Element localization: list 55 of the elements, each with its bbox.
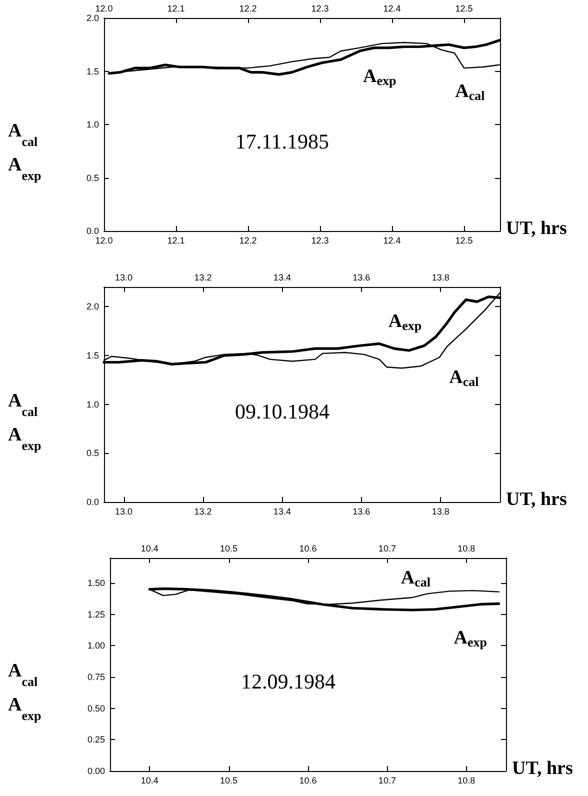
y-tick-label: 0.25 xyxy=(87,734,105,745)
x2-tick-label: 12.2 xyxy=(239,4,257,14)
y-tick-label: 1.50 xyxy=(87,578,105,588)
y-tick-label: 1.25 xyxy=(87,609,105,620)
y-tick-label: 0.00 xyxy=(87,766,105,776)
y-tick-label: 1.0 xyxy=(86,120,99,130)
x2-tick-label: 12.1 xyxy=(167,4,185,14)
x2-tick-label: 13.4 xyxy=(273,272,291,282)
x-tick-label: 10.4 xyxy=(140,776,158,786)
y-tick-label: 0.75 xyxy=(87,672,105,682)
x-tick-label: 13.8 xyxy=(432,506,450,516)
y-tick-label: 0.0 xyxy=(86,226,99,236)
y-tick-label: 0.5 xyxy=(86,448,99,458)
y-tick-label: 2.0 xyxy=(86,302,99,312)
x-tick-label: 10.6 xyxy=(299,776,317,786)
x2-tick-label: 10.8 xyxy=(458,544,476,554)
x2-tick-label: 12.0 xyxy=(95,4,113,14)
x-tick-label: 12.1 xyxy=(167,236,185,246)
y-tick-label: 2.0 xyxy=(86,13,99,23)
y-tick-label: 1.00 xyxy=(87,640,105,651)
annotation: 12.09.1984 xyxy=(240,670,336,694)
x-tick-label: 13.4 xyxy=(273,506,291,516)
x2-tick-label: 13.8 xyxy=(432,272,450,282)
y-tick-label: 1.5 xyxy=(86,66,99,76)
y-tick-label: 0.0 xyxy=(86,497,99,507)
x2-tick-label: 12.5 xyxy=(455,4,473,14)
x2-tick-label: 12.3 xyxy=(311,4,329,14)
x-axis-title: UT, hrs xyxy=(512,758,573,779)
x-tick-label: 12.4 xyxy=(383,236,401,246)
x2-tick-label: 13.0 xyxy=(115,272,133,282)
y-tick-label: 0.5 xyxy=(86,172,99,183)
x-tick-label: 12.0 xyxy=(95,236,113,246)
x2-tick-label: 10.7 xyxy=(378,544,396,554)
x-tick-label: 12.5 xyxy=(455,236,473,246)
x-axis-title: UT, hrs xyxy=(506,218,567,239)
y-tick-label: 1.5 xyxy=(86,350,99,360)
x-tick-label: 10.7 xyxy=(378,776,396,786)
x2-tick-label: 12.4 xyxy=(383,4,401,14)
x-tick-label: 13.2 xyxy=(194,506,212,516)
x-axis-title: UT, hrs xyxy=(506,489,567,510)
annotation: 17.11.1985 xyxy=(235,130,330,154)
x2-tick-label: 10.4 xyxy=(140,544,158,554)
x2-tick-label: 10.5 xyxy=(220,544,238,554)
x-tick-label: 12.2 xyxy=(239,236,257,246)
y-tick-label: 0.50 xyxy=(87,703,105,714)
x2-tick-label: 10.6 xyxy=(299,544,317,554)
y-tick-label: 1.0 xyxy=(86,399,99,410)
x-tick-label: 13.0 xyxy=(115,506,133,516)
x-tick-label: 10.8 xyxy=(458,776,476,786)
x-tick-label: 10.5 xyxy=(220,776,238,786)
x2-tick-label: 13.6 xyxy=(352,272,370,282)
x2-tick-label: 13.2 xyxy=(194,272,212,282)
x-tick-label: 12.3 xyxy=(311,236,329,246)
annotation: 09.10.1984 xyxy=(234,400,330,424)
x-tick-label: 13.6 xyxy=(352,506,370,516)
